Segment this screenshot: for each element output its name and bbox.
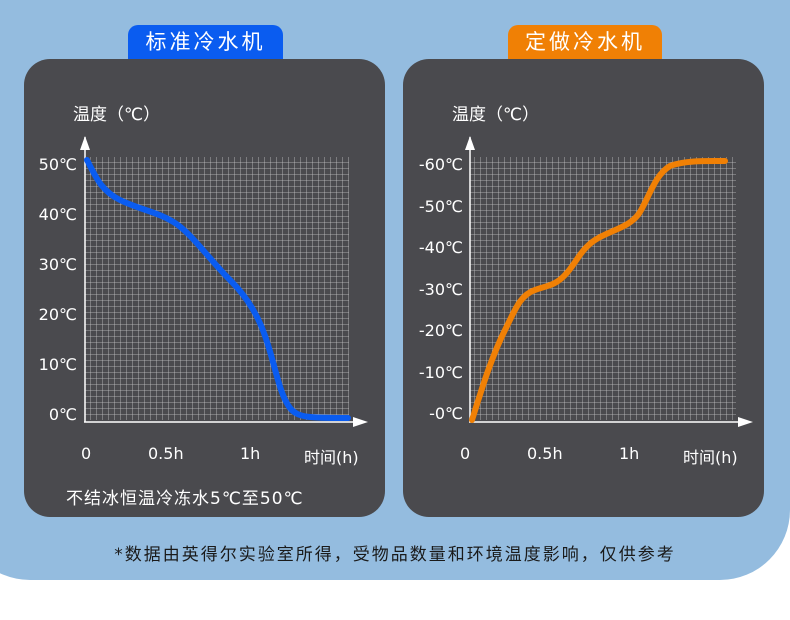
right-chart bbox=[465, 136, 753, 427]
right-x-tick: 0 bbox=[460, 444, 471, 463]
left-x-tick: 0.5h bbox=[148, 444, 184, 463]
right-y-tick: -20℃ bbox=[418, 321, 463, 340]
left-panel-note: 不结冰恒温冷冻水5℃至50℃ bbox=[66, 489, 304, 509]
right-y-tick: -10℃ bbox=[418, 363, 463, 382]
right-x-tick: 1h bbox=[619, 444, 640, 463]
right-y-axis-label: 温度（℃） bbox=[452, 105, 540, 125]
left-x-arrow-icon bbox=[353, 417, 368, 427]
left-y-tick: 20℃ bbox=[38, 305, 77, 324]
left-y-axis-label: 温度（℃） bbox=[73, 105, 161, 125]
left-y-tick: 0℃ bbox=[48, 405, 77, 424]
right-y-arrow-icon bbox=[465, 136, 475, 150]
left-y-arrow-icon bbox=[80, 136, 90, 150]
right-x-arrow-icon bbox=[738, 417, 753, 427]
left-x-axis-label: 时间(h) bbox=[304, 448, 359, 467]
right-x-tick: 0.5h bbox=[527, 444, 563, 463]
left-chart bbox=[80, 136, 368, 427]
left-y-tick: 50℃ bbox=[38, 155, 77, 174]
right-y-tick: -60℃ bbox=[418, 155, 463, 174]
left-y-tick: 30℃ bbox=[38, 255, 77, 274]
left-y-tick: 40℃ bbox=[38, 205, 77, 224]
right-panel-title: 定做冷水机 bbox=[508, 25, 662, 59]
left-grid bbox=[85, 157, 349, 420]
right-y-tick: -40℃ bbox=[418, 238, 463, 257]
right-y-tick: -30℃ bbox=[418, 280, 463, 299]
left-x-tick: 0 bbox=[81, 444, 92, 463]
right-x-axis-label: 时间(h) bbox=[683, 448, 738, 467]
custom-chiller-curve bbox=[469, 157, 728, 423]
left-x-tick: 1h bbox=[240, 444, 261, 463]
left-panel-title: 标准冷水机 bbox=[128, 25, 283, 59]
standard-chiller-curve bbox=[84, 157, 351, 421]
footnote: *数据由英得尔实验室所得，受物品数量和环境温度影响，仅供参考 bbox=[114, 545, 676, 565]
right-grid bbox=[470, 157, 736, 420]
right-y-tick: -50℃ bbox=[418, 197, 463, 216]
left-y-tick: 10℃ bbox=[38, 355, 77, 374]
right-y-tick: -0℃ bbox=[429, 404, 463, 423]
